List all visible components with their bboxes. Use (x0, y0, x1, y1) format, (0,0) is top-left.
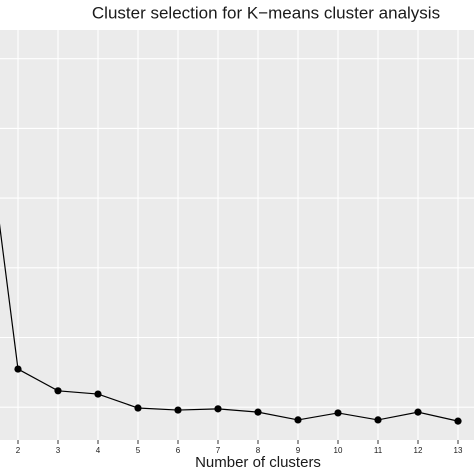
x-tick-label: 4 (96, 446, 101, 455)
x-tick-label: 9 (296, 446, 301, 455)
data-point (414, 408, 422, 416)
chart-title: Cluster selection for K−means cluster an… (92, 3, 440, 22)
data-point (214, 405, 222, 413)
data-point (94, 390, 102, 398)
data-point (134, 404, 142, 412)
data-point (454, 417, 462, 425)
x-tick-label: 8 (256, 446, 261, 455)
x-tick-label: 10 (334, 446, 343, 455)
data-point (294, 416, 302, 424)
x-tick-label: 3 (56, 446, 61, 455)
data-point (334, 409, 342, 417)
data-point (174, 406, 182, 414)
grid (0, 30, 474, 440)
x-tick-label: 11 (374, 446, 383, 455)
plot-area (0, 223, 462, 425)
x-tick-label: 2 (16, 446, 21, 455)
data-point (374, 416, 382, 424)
x-tick-label: 12 (414, 446, 423, 455)
x-tick-label: 5 (136, 446, 141, 455)
data-point (54, 387, 62, 395)
panel (0, 30, 474, 440)
x-axis-title: Number of clusters (195, 454, 321, 471)
x-tick-label: 7 (216, 446, 221, 455)
x-tick-label: 6 (176, 446, 181, 455)
data-point (254, 408, 262, 416)
data-point (14, 365, 22, 373)
x-tick-label: 13 (454, 446, 463, 455)
